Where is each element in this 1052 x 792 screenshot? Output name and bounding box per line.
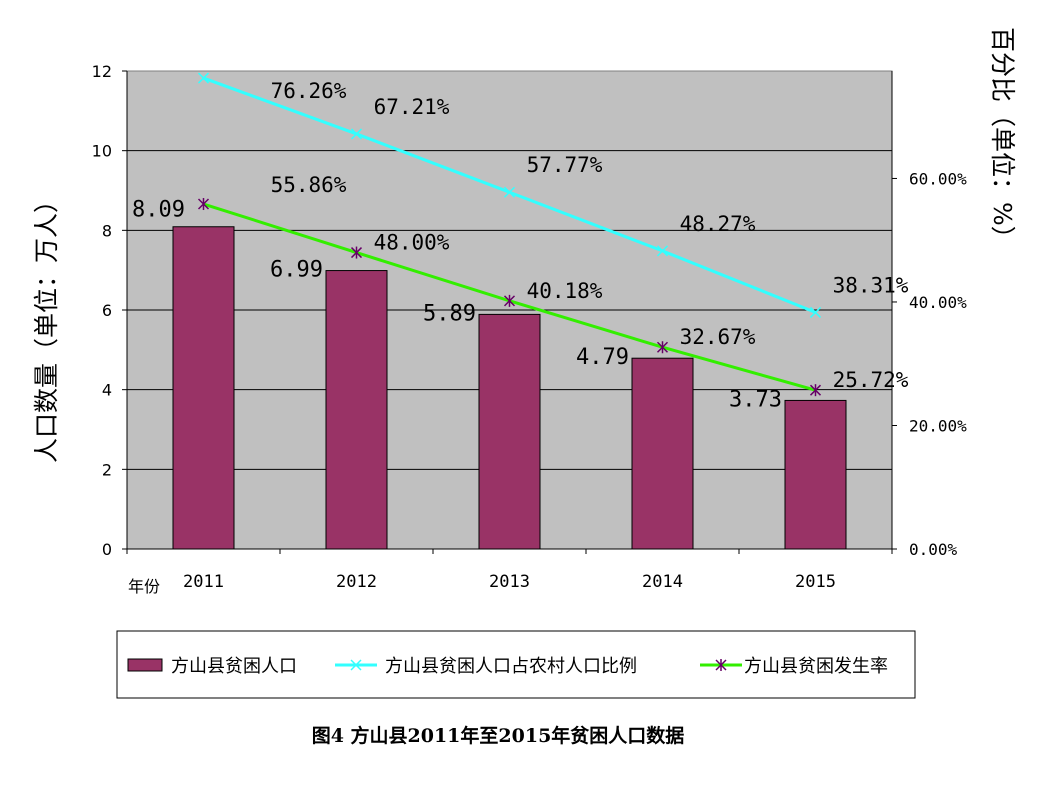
bar xyxy=(478,313,541,550)
line-marker xyxy=(503,294,516,307)
bar-data-label: 6.99 xyxy=(270,258,323,283)
left-tick-label: 8 xyxy=(102,221,112,240)
x-tick-label: 2012 xyxy=(336,572,377,592)
line-marker xyxy=(656,341,669,354)
legend-item: 方山县贫困人口占农村人口比例 xyxy=(335,656,637,677)
legend-box xyxy=(116,630,916,699)
bar-data-label: 8.09 xyxy=(132,198,185,223)
legend-item: 方山县贫困发生率 xyxy=(700,656,888,677)
figure-caption: 图4 方山县2011年至2015年贫困人口数据 xyxy=(312,724,685,747)
legend-label: 方山县贫困发生率 xyxy=(744,656,888,677)
bar xyxy=(172,226,235,550)
line-series xyxy=(197,72,822,397)
left-axis-title: 人口数量（单位：万人） xyxy=(32,188,61,463)
data-labels: 8.09 6.99 5.89 4.79 3.73 76.26% 67.21% 57.77% 48… xyxy=(132,79,909,412)
bar xyxy=(325,270,388,550)
left-axis: 0 2 4 6 8 10 12 xyxy=(92,62,128,559)
left-tick-label: 6 xyxy=(102,301,112,320)
left-tick-label: 4 xyxy=(102,381,112,400)
x-tick-label: 2013 xyxy=(489,572,530,592)
line-data-label: 48.00% xyxy=(374,231,450,255)
line-data-label: 55.86% xyxy=(271,173,347,197)
bar-data-label: 4.79 xyxy=(576,345,629,370)
x-axis: 2011 2012 2013 2014 2015 xyxy=(126,548,893,592)
line-marker xyxy=(809,306,822,318)
legend-swatch xyxy=(127,658,163,672)
right-tick-label: 60.00% xyxy=(909,169,967,188)
right-axis-title: 百分比（单位：%） xyxy=(988,27,1017,251)
bar-data-label: 5.89 xyxy=(423,301,476,326)
line-data-label: 38.31% xyxy=(833,273,909,297)
left-tick-label: 2 xyxy=(102,460,112,479)
line-marker xyxy=(197,72,210,84)
left-tick-label: 10 xyxy=(92,142,112,161)
line-marker xyxy=(656,245,669,257)
legend: 方山县贫困人口 方山县贫困人口占农村人口比例 方山县贫困发生率 xyxy=(116,630,916,699)
line-data-label: 48.27% xyxy=(680,212,756,236)
right-tick-label: 0.00% xyxy=(909,540,958,559)
line-data-label: 57.77% xyxy=(527,153,603,177)
line-marker xyxy=(350,246,363,259)
right-tick-label: 40.00% xyxy=(909,293,967,312)
right-axis: 0.00% 20.00% 40.00% 60.00% xyxy=(891,71,967,559)
line-marker xyxy=(197,198,210,211)
bar xyxy=(784,399,847,550)
line-data-label: 25.72% xyxy=(833,368,909,392)
left-tick-label: 0 xyxy=(102,540,112,559)
x-tick-label: 2011 xyxy=(183,572,224,592)
line-marker xyxy=(503,186,516,198)
bar-data-label: 3.73 xyxy=(729,387,782,412)
line-data-label: 40.18% xyxy=(527,279,603,303)
line-data-label: 67.21% xyxy=(374,95,450,119)
right-tick-label: 20.00% xyxy=(909,416,967,435)
bar-series xyxy=(172,226,847,550)
legend-item: 方山县贫困人口 xyxy=(127,656,297,677)
x-tick-label: 2015 xyxy=(795,572,836,592)
legend-label: 方山县贫困人口 xyxy=(171,656,297,677)
legend-label: 方山县贫困人口占农村人口比例 xyxy=(385,656,637,677)
left-tick-label: 12 xyxy=(92,62,112,81)
x-tick-label: 2014 xyxy=(642,572,683,592)
line-data-label: 76.26% xyxy=(271,79,347,103)
line-marker xyxy=(809,384,822,397)
x-axis-prefix: 年份 xyxy=(128,577,160,596)
line-data-label: 32.67% xyxy=(680,325,756,349)
bar xyxy=(631,357,694,550)
line-marker xyxy=(350,128,363,140)
